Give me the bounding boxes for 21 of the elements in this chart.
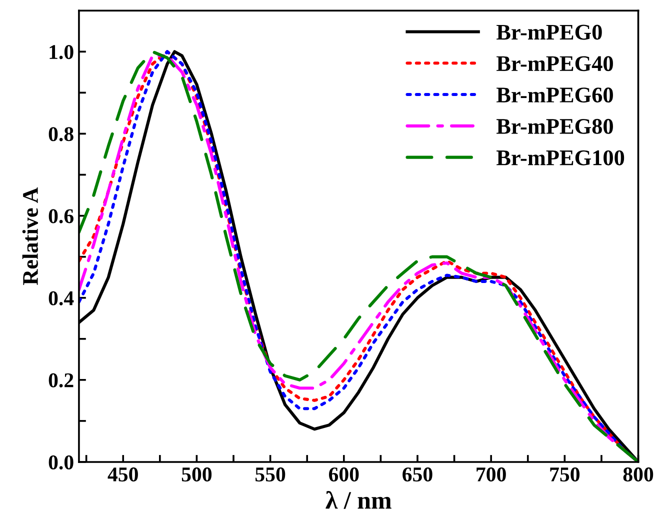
legend-label: Br-mPEG60 <box>496 88 613 103</box>
x-tick-label: 550 <box>256 467 286 482</box>
y-tick-label: 0.4 <box>48 291 74 306</box>
y-tick-label: 0.8 <box>48 127 74 142</box>
y-axis-title: Relative A <box>22 187 38 285</box>
legend-label: Br-mPEG80 <box>496 118 613 134</box>
legend-label: Br-mPEG100 <box>496 150 624 166</box>
x-tick-label: 650 <box>402 467 432 482</box>
x-tick-label: 800 <box>623 467 654 482</box>
x-tick-label: 500 <box>182 467 212 482</box>
y-tick-label: 0.0 <box>48 455 74 470</box>
y-tick-label: 0.6 <box>48 209 74 224</box>
x-axis-title: λ / nm <box>326 491 392 509</box>
legend-label: Br-mPEG40 <box>496 56 613 72</box>
x-tick-label: 450 <box>108 467 138 482</box>
y-tick-label: 0.2 <box>48 373 74 388</box>
legend-label: Br-mPEG0 <box>496 24 602 40</box>
x-tick-label: 750 <box>550 467 580 482</box>
x-tick-label: 600 <box>328 467 359 482</box>
y-tick-label: 1.0 <box>50 45 74 60</box>
x-tick-label: 700 <box>476 467 506 482</box>
